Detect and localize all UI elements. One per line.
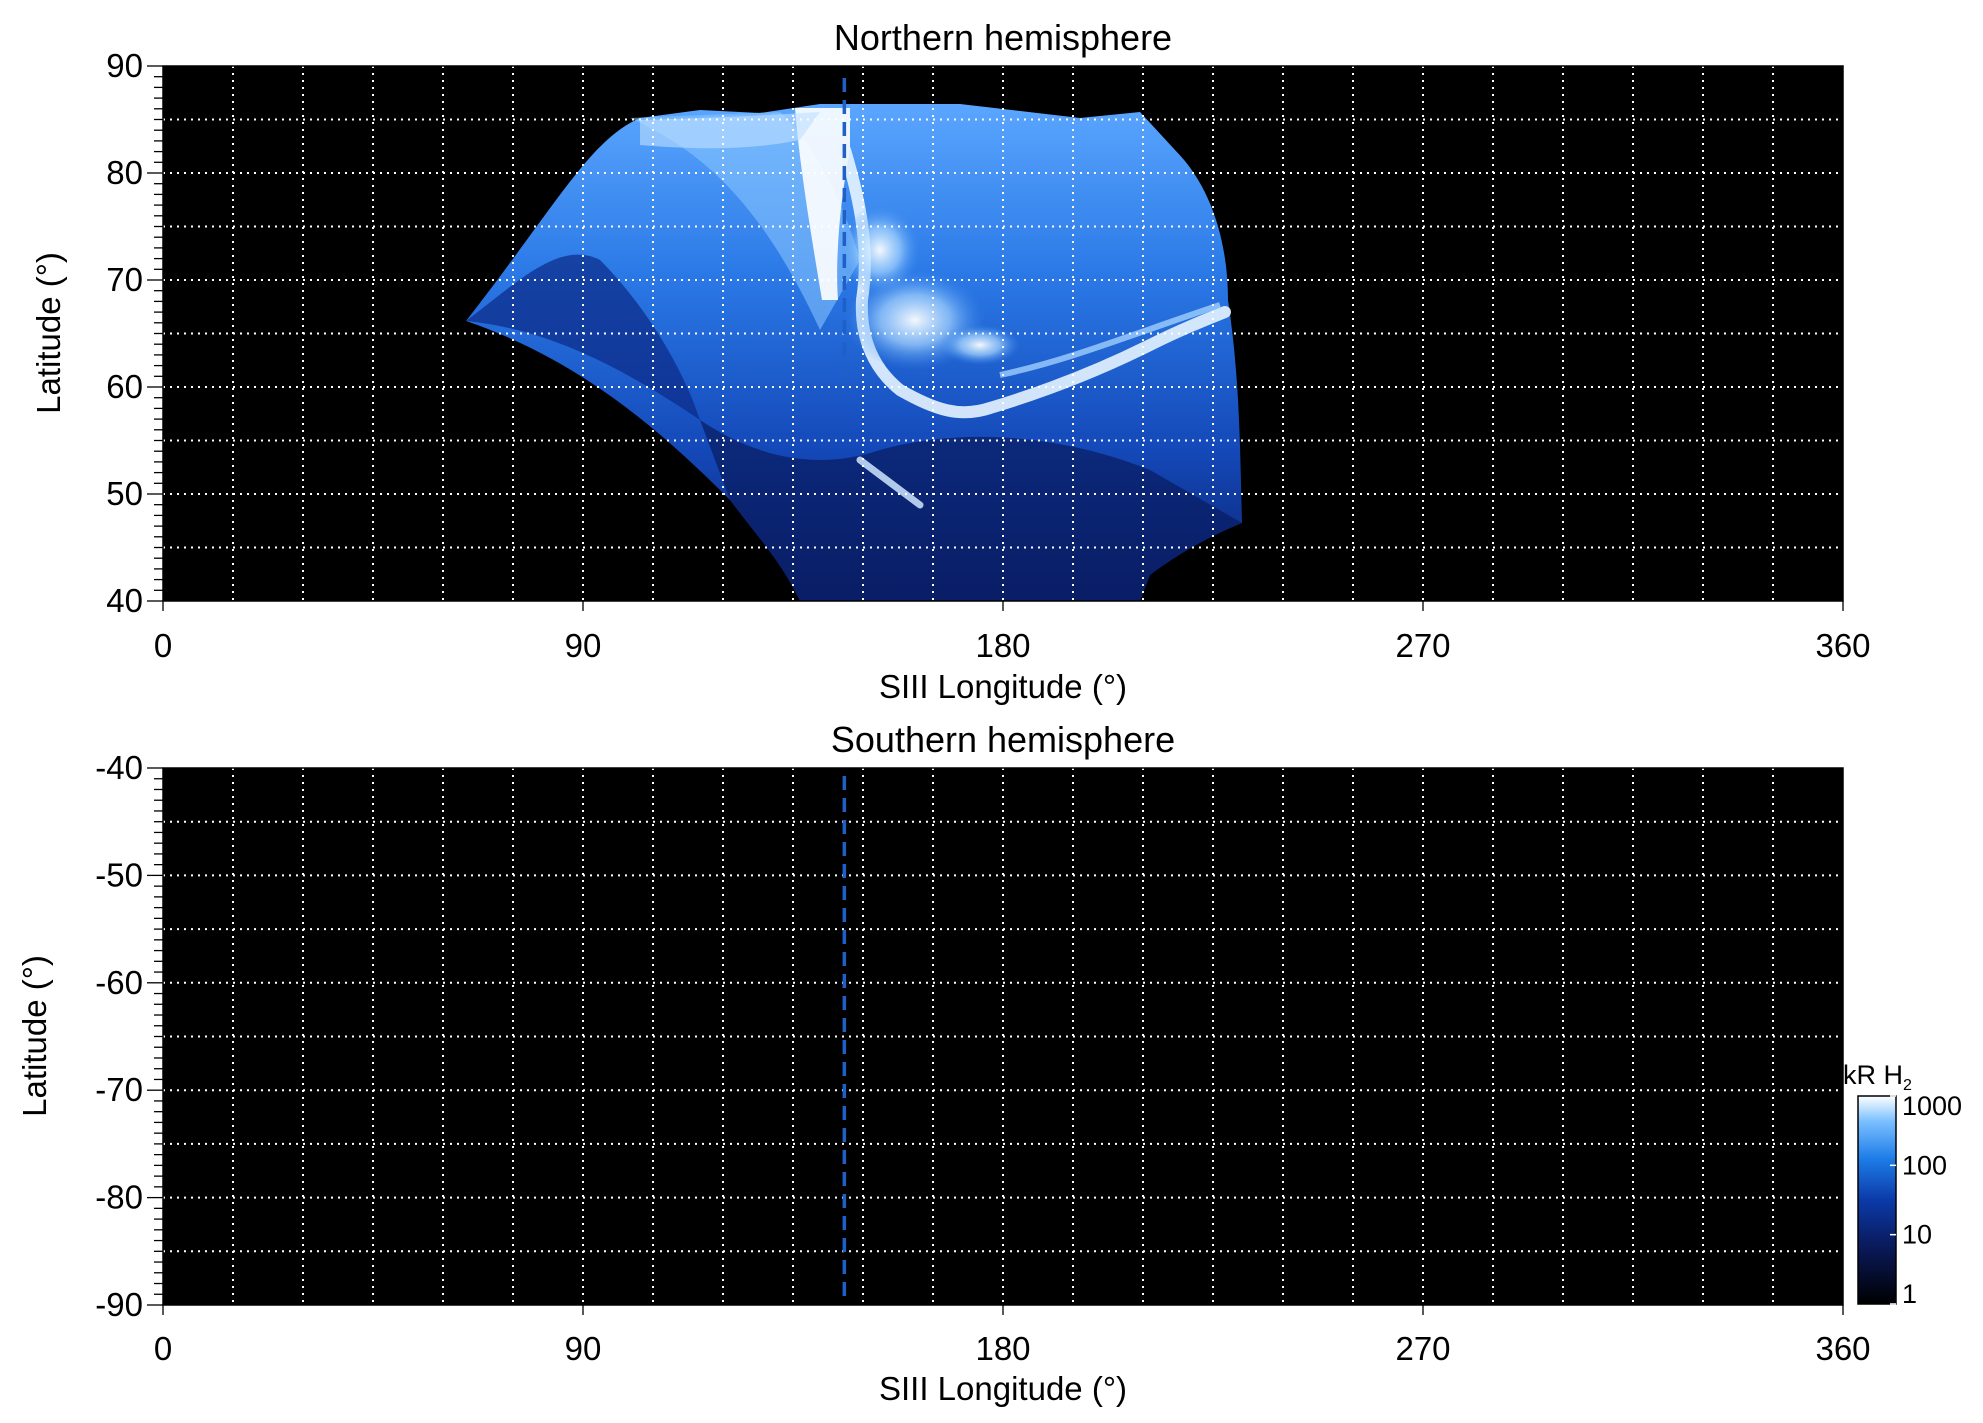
panel-title-south: Southern hemisphere <box>831 719 1175 760</box>
grid-south <box>163 768 1843 1305</box>
colorbar-tick-label: 1000 <box>1902 1091 1962 1121</box>
panel-title-north: Northern hemisphere <box>834 17 1172 58</box>
y-tick-label: 50 <box>106 475 143 512</box>
colorbar: kR H2 1000 100 10 1 <box>1843 1060 1962 1309</box>
colorbar-label-subscript: 2 <box>1903 1077 1912 1094</box>
y-tick-label: 40 <box>106 582 143 619</box>
y-tick-label: 60 <box>106 368 143 405</box>
x-tick-label: 360 <box>1815 627 1870 664</box>
x-axis-label-north: SIII Longitude (°) <box>879 668 1127 705</box>
dim-lower-region <box>700 420 1242 601</box>
axis-ticks-south: -40 -50 -60 -70 -80 -90 0 90 180 270 360 <box>95 749 1870 1367</box>
secondary-arc <box>856 456 924 509</box>
y-tick-label: -50 <box>95 856 143 893</box>
y-tick-label: 70 <box>106 261 143 298</box>
y-axis-label-north: Latitude (°) <box>30 252 67 414</box>
aurora-emission-map <box>466 104 1242 601</box>
x-tick-label: 90 <box>565 1330 602 1367</box>
y-tick-label: -70 <box>95 1071 143 1108</box>
colorbar-tick-label: 1 <box>1902 1279 1917 1309</box>
x-tick-label: 0 <box>154 627 172 664</box>
southern-hemisphere-panel: -40 -50 -60 -70 -80 -90 0 90 180 270 360 Southern … <box>16 719 1871 1407</box>
x-tick-label: 270 <box>1395 1330 1450 1367</box>
axis-ticks-north: 40 50 60 70 80 90 0 90 180 270 360 <box>106 47 1870 664</box>
y-tick-label: -60 <box>95 964 143 1001</box>
x-axis-label-south: SIII Longitude (°) <box>879 1370 1127 1407</box>
y-tick-label: -80 <box>95 1179 143 1216</box>
colorbar-tick-label: 100 <box>1902 1150 1947 1180</box>
colorbar-ticks: 1000 100 10 1 <box>1890 1091 1962 1309</box>
colorbar-gradient <box>1857 1095 1897 1305</box>
x-tick-label: 0 <box>154 1330 172 1367</box>
x-tick-label: 90 <box>565 627 602 664</box>
x-tick-label: 360 <box>1815 1330 1870 1367</box>
grid-north <box>163 66 1843 601</box>
y-tick-label: 80 <box>106 154 143 191</box>
y-axis-label-south: Latitude (°) <box>16 955 53 1117</box>
bright-spot-secondary <box>840 205 920 295</box>
bright-spot-tertiary <box>940 325 1020 365</box>
colorbar-label-main: kR H <box>1843 1060 1903 1090</box>
y-tick-label: -40 <box>95 749 143 786</box>
northern-hemisphere-panel: 40 50 60 70 80 90 0 90 180 270 360 Northern hemisp… <box>30 17 1871 705</box>
right-arc <box>999 302 1221 378</box>
top-glow <box>640 112 820 149</box>
x-tick-label: 180 <box>975 627 1030 664</box>
dim-left-region <box>466 254 700 420</box>
bright-column <box>795 108 850 300</box>
colorbar-label: kR H2 <box>1843 1060 1912 1094</box>
x-tick-label: 270 <box>1395 627 1450 664</box>
x-tick-label: 180 <box>975 1330 1030 1367</box>
colorbar-tick-label: 10 <box>1902 1220 1932 1250</box>
y-tick-label: 90 <box>106 47 143 84</box>
y-tick-label: -90 <box>95 1286 143 1323</box>
